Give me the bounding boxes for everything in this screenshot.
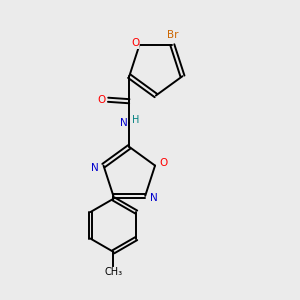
Text: Br: Br <box>167 30 179 40</box>
Text: N: N <box>119 118 127 128</box>
Text: N: N <box>150 193 158 203</box>
Text: H: H <box>132 116 140 125</box>
Text: N: N <box>91 163 99 173</box>
Text: O: O <box>159 158 167 168</box>
Text: O: O <box>98 95 106 105</box>
Text: O: O <box>131 38 139 49</box>
Text: CH₃: CH₃ <box>104 267 122 278</box>
